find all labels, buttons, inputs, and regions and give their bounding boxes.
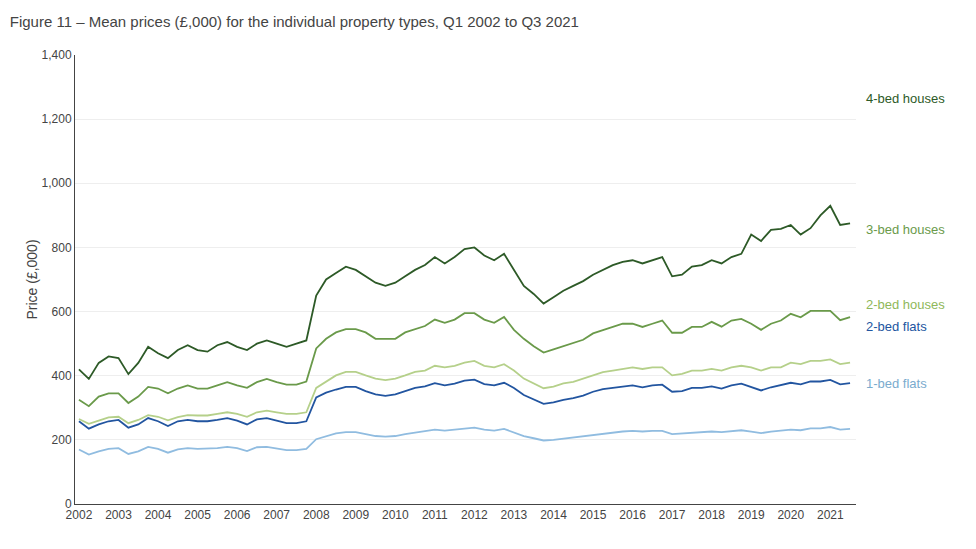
- svg-text:2021: 2021: [817, 508, 844, 522]
- svg-text:2013: 2013: [501, 508, 528, 522]
- svg-text:3-bed houses: 3-bed houses: [866, 222, 945, 237]
- svg-text:1,200: 1,200: [42, 112, 72, 126]
- svg-text:2016: 2016: [619, 508, 646, 522]
- svg-text:2018: 2018: [698, 508, 725, 522]
- svg-text:1,000: 1,000: [42, 176, 72, 190]
- svg-text:2011: 2011: [422, 508, 448, 522]
- svg-text:200: 200: [52, 433, 72, 447]
- svg-text:2002: 2002: [66, 508, 93, 522]
- svg-text:2003: 2003: [105, 508, 132, 522]
- svg-text:1-bed flats: 1-bed flats: [866, 376, 927, 391]
- svg-text:2004: 2004: [145, 508, 172, 522]
- svg-text:4-bed houses: 4-bed houses: [866, 91, 945, 106]
- svg-text:2014: 2014: [540, 508, 567, 522]
- svg-text:2019: 2019: [738, 508, 765, 522]
- svg-text:400: 400: [52, 369, 72, 383]
- svg-text:0: 0: [65, 497, 72, 511]
- svg-text:1,400: 1,400: [42, 48, 72, 62]
- svg-text:2015: 2015: [580, 508, 607, 522]
- svg-text:Price (£,000): Price (£,000): [24, 239, 40, 319]
- svg-text:600: 600: [52, 305, 72, 319]
- svg-text:2-bed houses: 2-bed houses: [866, 297, 945, 312]
- svg-text:2005: 2005: [184, 508, 211, 522]
- svg-text:2009: 2009: [342, 508, 369, 522]
- svg-text:2-bed flats: 2-bed flats: [866, 319, 927, 334]
- svg-text:2012: 2012: [461, 508, 488, 522]
- svg-text:2017: 2017: [659, 508, 686, 522]
- svg-text:2006: 2006: [224, 508, 251, 522]
- svg-text:2020: 2020: [777, 508, 804, 522]
- svg-text:Figure 11 – Mean prices (£,000: Figure 11 – Mean prices (£,000) for the …: [10, 13, 579, 30]
- svg-text:2010: 2010: [382, 508, 409, 522]
- svg-text:2007: 2007: [263, 508, 290, 522]
- svg-text:800: 800: [52, 241, 72, 255]
- svg-text:2008: 2008: [303, 508, 330, 522]
